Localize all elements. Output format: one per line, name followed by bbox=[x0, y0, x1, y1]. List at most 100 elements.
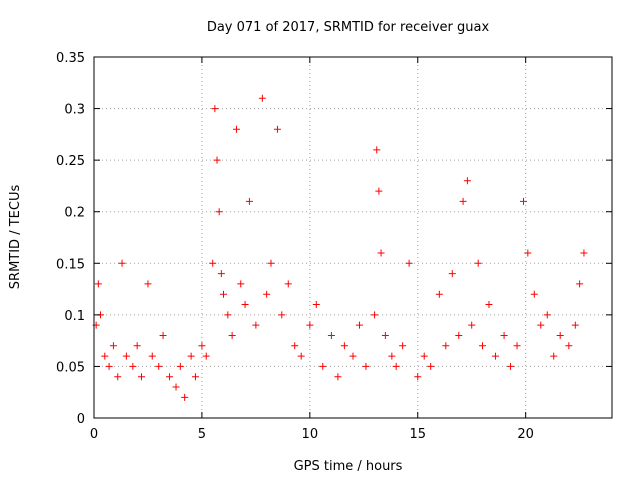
data-point bbox=[291, 342, 299, 350]
data-point bbox=[312, 301, 320, 309]
data-point bbox=[202, 352, 210, 360]
data-point bbox=[468, 321, 476, 329]
data-point bbox=[144, 280, 152, 288]
data-point bbox=[319, 362, 327, 370]
x-tick-label: 20 bbox=[517, 427, 534, 442]
data-point bbox=[485, 301, 493, 309]
data-point bbox=[278, 311, 286, 319]
data-point bbox=[211, 105, 219, 113]
data-point bbox=[463, 177, 471, 185]
data-point bbox=[448, 270, 456, 278]
y-tick-label: 0.35 bbox=[56, 51, 85, 66]
data-point bbox=[220, 290, 227, 298]
data-point bbox=[105, 362, 113, 370]
data-point bbox=[580, 249, 588, 257]
data-point bbox=[507, 362, 515, 370]
data-point bbox=[258, 94, 266, 102]
data-point bbox=[543, 311, 551, 319]
data-point bbox=[284, 280, 292, 288]
data-point bbox=[479, 342, 486, 350]
data-point bbox=[513, 342, 521, 350]
data-point bbox=[137, 373, 145, 381]
data-point bbox=[435, 290, 443, 298]
x-tick-label: 5 bbox=[198, 427, 206, 442]
data-point bbox=[381, 331, 389, 339]
grid-lines bbox=[94, 57, 612, 418]
data-point bbox=[327, 331, 335, 339]
data-point bbox=[571, 321, 579, 329]
data-point bbox=[355, 321, 363, 329]
data-point bbox=[129, 362, 137, 370]
data-point bbox=[474, 259, 482, 267]
data-point bbox=[187, 352, 195, 360]
y-tick-label: 0.1 bbox=[64, 309, 85, 324]
data-point bbox=[181, 393, 189, 401]
data-point bbox=[213, 156, 221, 164]
data-point bbox=[375, 187, 383, 195]
data-point bbox=[576, 280, 584, 288]
chart-title: Day 071 of 2017, SRMTID for receiver gua… bbox=[207, 20, 490, 35]
data-point bbox=[245, 197, 253, 205]
y-tick-label: 0 bbox=[77, 412, 85, 427]
plot-frame bbox=[93, 56, 613, 419]
data-point bbox=[371, 311, 379, 319]
data-point bbox=[232, 125, 240, 133]
data-point bbox=[166, 373, 174, 381]
data-point bbox=[530, 290, 538, 298]
data-point bbox=[191, 373, 199, 381]
data-point bbox=[122, 352, 130, 360]
data-point bbox=[491, 352, 499, 360]
data-point bbox=[118, 259, 126, 267]
x-axis-label: GPS time / hours bbox=[294, 459, 403, 474]
x-tick-label: 10 bbox=[302, 427, 319, 442]
data-point bbox=[377, 249, 385, 257]
data-point bbox=[267, 259, 275, 267]
data-point bbox=[114, 373, 122, 381]
data-point bbox=[388, 352, 396, 360]
data-point bbox=[109, 342, 117, 350]
data-point bbox=[94, 280, 102, 288]
data-point bbox=[101, 352, 109, 360]
y-tick-label: 0.15 bbox=[56, 257, 85, 272]
axes: 0 5 10 15 20 0 0.05 0.1 0.15 0.2 0.25 0.3 0.35 bbox=[56, 51, 613, 442]
data-point bbox=[520, 197, 528, 205]
data-point bbox=[176, 362, 184, 370]
data-point bbox=[399, 342, 407, 350]
y-tick-label: 0.25 bbox=[56, 154, 85, 169]
data-point bbox=[155, 362, 163, 370]
data-point bbox=[550, 352, 558, 360]
data-point bbox=[133, 342, 141, 350]
data-point bbox=[198, 342, 206, 350]
data-point bbox=[215, 208, 223, 216]
data-point bbox=[414, 373, 422, 381]
data-point bbox=[442, 342, 450, 350]
data-point bbox=[565, 342, 573, 350]
x-tick-label: 0 bbox=[90, 427, 98, 442]
data-point bbox=[340, 342, 348, 350]
data-point bbox=[459, 197, 467, 205]
data-point bbox=[263, 290, 271, 298]
data-point bbox=[224, 311, 232, 319]
data-point bbox=[306, 321, 314, 329]
data-point bbox=[273, 125, 281, 133]
data-point bbox=[420, 352, 428, 360]
data-point bbox=[159, 331, 167, 339]
x-tick-label: 15 bbox=[409, 427, 426, 442]
data-point bbox=[362, 362, 370, 370]
y-tick-label: 0.05 bbox=[56, 360, 85, 375]
data-point bbox=[228, 331, 236, 339]
data-point bbox=[427, 362, 435, 370]
data-point bbox=[241, 301, 249, 309]
data-point bbox=[148, 352, 156, 360]
y-axis-label: SRMTID / TECUs bbox=[8, 185, 23, 290]
data-point bbox=[373, 146, 381, 154]
data-point bbox=[500, 331, 508, 339]
data-point bbox=[349, 352, 357, 360]
data-point bbox=[537, 321, 545, 329]
data-point bbox=[455, 331, 463, 339]
data-point bbox=[334, 373, 342, 381]
data-point bbox=[217, 270, 225, 278]
data-point bbox=[524, 249, 532, 257]
data-point bbox=[252, 321, 260, 329]
